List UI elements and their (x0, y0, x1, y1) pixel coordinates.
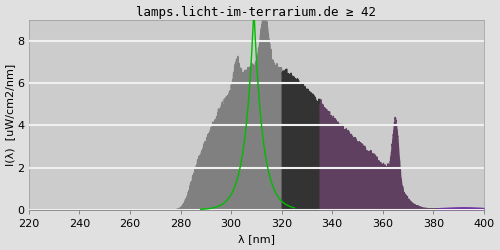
X-axis label: λ [nm]: λ [nm] (238, 234, 275, 244)
Title: lamps.licht-im-terrarium.de ≥ 42: lamps.licht-im-terrarium.de ≥ 42 (136, 6, 376, 18)
Y-axis label: I(λ)  [uW/cm2/nm]: I(λ) [uW/cm2/nm] (6, 64, 16, 166)
